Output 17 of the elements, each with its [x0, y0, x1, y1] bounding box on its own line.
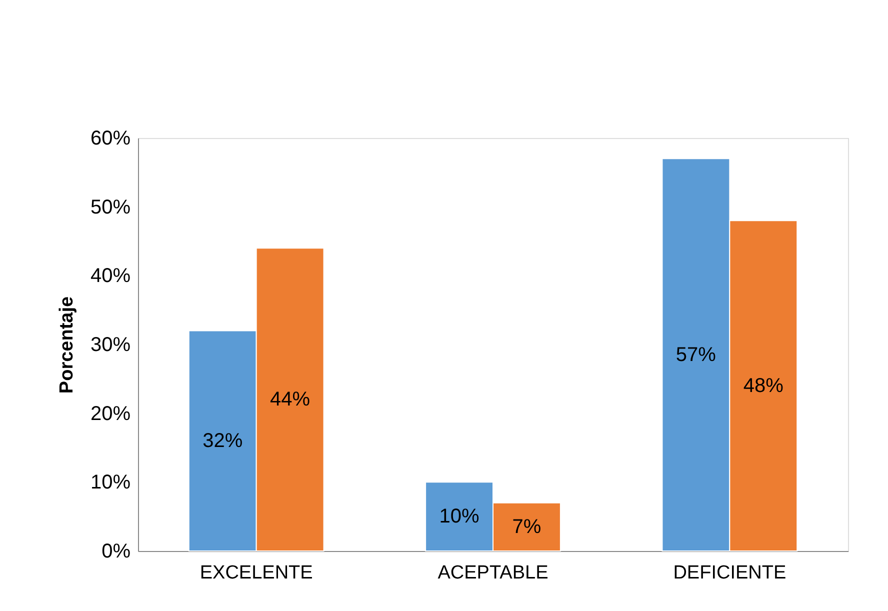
- data-label: 10%: [439, 506, 480, 528]
- y-tick-label: 30%: [90, 334, 131, 356]
- x-tick-label: EXCELENTE: [200, 562, 313, 584]
- x-tick-label: DEFICIENTE: [673, 562, 786, 584]
- y-axis-title: Porcentaje: [56, 296, 78, 394]
- y-tick-label: 20%: [90, 402, 131, 425]
- data-label: 32%: [202, 430, 243, 452]
- y-tick-label: 50%: [90, 196, 131, 218]
- y-tick-label: 10%: [90, 472, 131, 494]
- y-tick-label: 0%: [102, 540, 131, 562]
- y-tick-label: 60%: [90, 128, 131, 150]
- data-label: 44%: [270, 388, 310, 411]
- data-label: 7%: [512, 516, 542, 538]
- y-tick-label: 40%: [90, 265, 131, 288]
- data-label: 57%: [676, 344, 716, 366]
- x-tick-label: ACEPTABLE: [438, 562, 548, 584]
- data-label: 48%: [743, 374, 784, 397]
